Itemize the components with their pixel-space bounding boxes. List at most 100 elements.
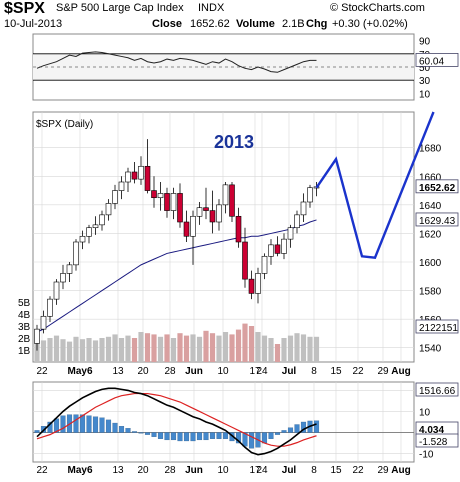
- price-x-tick-label: 13: [112, 366, 124, 377]
- macd-histogram-bar: [209, 432, 216, 439]
- macd-histogram-bar: [118, 426, 125, 433]
- candle-body: [274, 244, 281, 254]
- macd-histogram-bar: [216, 432, 222, 439]
- candle-body: [203, 207, 209, 211]
- price-tick-label: 1540: [419, 344, 442, 355]
- candle-body: [66, 264, 73, 274]
- macd-label-1516: 1516.66: [419, 386, 456, 397]
- candle-body: [47, 298, 53, 317]
- candle-body: [216, 204, 222, 223]
- candle-body: [60, 273, 66, 283]
- macd-histogram-bar: [235, 432, 242, 444]
- candle-body: [268, 244, 274, 257]
- price-x-tick-label: 22: [352, 366, 364, 377]
- header-close-label: Close: [152, 18, 182, 30]
- candle-body: [294, 214, 300, 229]
- candle-body: [164, 193, 170, 211]
- price-x-tick-label: 28: [164, 366, 176, 377]
- volume-bar: [261, 335, 268, 362]
- macd-x-tick-label: Aug: [391, 465, 410, 476]
- volume-bar: [268, 338, 274, 362]
- header-exchange: INDX: [198, 2, 225, 14]
- candle-body: [151, 190, 157, 199]
- volume-bar: [99, 338, 105, 362]
- volume-current-label-box: [415, 319, 459, 334]
- candle-body: [170, 193, 177, 211]
- volume-tick-label: 3B: [18, 322, 31, 333]
- header-date: 10-Jul-2013: [4, 18, 63, 30]
- price-x-tick-label: 8: [311, 366, 317, 377]
- macd-x-tick-label: May6: [67, 465, 92, 476]
- header-name: S&P 500 Large Cap Index: [56, 2, 184, 14]
- macd-histogram-bar: [268, 432, 274, 439]
- candle-body: [229, 184, 235, 217]
- macd-histogram-bar: [79, 414, 86, 433]
- rsi-current-label: 60.04: [419, 56, 444, 67]
- candle-body: [105, 203, 112, 216]
- price-x-tick-label: Jun: [185, 366, 203, 377]
- volume-bar: [131, 338, 138, 362]
- rsi-tick-label: 50: [419, 63, 431, 74]
- volume-bar: [118, 338, 125, 362]
- volume-bar: [144, 333, 151, 362]
- candle-body: [242, 241, 248, 280]
- macd-histogram-bar: [92, 416, 99, 433]
- macd-tick-label: 10: [419, 407, 431, 418]
- candle-body: [196, 207, 203, 217]
- macd-histogram-bar: [190, 432, 196, 442]
- candle-body: [99, 214, 105, 226]
- macd-x-tick-label: 22: [352, 465, 364, 476]
- volume-bar: [190, 334, 196, 362]
- volume-bar: [105, 336, 112, 362]
- macd-histogram-bar: [313, 420, 320, 433]
- sma-current-label-box: [415, 212, 459, 227]
- volume-bar: [164, 334, 170, 362]
- rsi-tick-label: 10: [419, 89, 431, 100]
- price-x-tick-label: 20: [137, 366, 149, 377]
- macd-histogram-bar: [281, 430, 287, 433]
- price-x-tick-label: 17: [249, 366, 261, 377]
- header-volume-value: 2.1B: [282, 18, 305, 30]
- macd-label-macd: 4.034: [419, 425, 444, 436]
- macd-histogram-bar: [157, 432, 164, 439]
- volume-bar: [248, 326, 255, 362]
- macd-histogram-bar: [99, 417, 105, 433]
- macd-histogram-bar: [274, 432, 281, 435]
- header-close-value: 1652.62: [190, 18, 230, 30]
- macd-histogram-bar: [287, 427, 294, 433]
- candle-body: [281, 238, 287, 254]
- candle-body: [255, 273, 261, 294]
- macd-x-tick-label: 22: [36, 465, 48, 476]
- price-tick-label: 1620: [419, 229, 442, 240]
- macd-histogram-bar: [261, 432, 268, 444]
- price-x-tick-label: 10: [217, 366, 229, 377]
- macd-histogram-bar: [60, 415, 66, 433]
- price-tick-label: 1640: [419, 201, 442, 212]
- volume-bar: [60, 339, 66, 362]
- volume-bar: [183, 335, 190, 362]
- rsi-line: [36, 51, 317, 73]
- header-chg-label: Chg: [306, 18, 328, 30]
- candle-body: [157, 193, 164, 199]
- macd-histogram-bar: [73, 414, 79, 433]
- volume-bar: [177, 333, 183, 362]
- rsi-tick-label: 30: [419, 76, 431, 87]
- macd-histogram-bar: [222, 432, 229, 439]
- header-chg-value: +0.30 (+0.02%): [332, 18, 408, 30]
- sma-line: [36, 219, 317, 333]
- candle-body: [209, 210, 216, 223]
- macd-histogram-bar: [164, 432, 170, 441]
- volume-tick-label: 5B: [18, 298, 31, 309]
- candle-body: [92, 224, 99, 229]
- price-tick-label: 1660: [419, 172, 442, 183]
- rsi-band: [33, 53, 414, 81]
- volume-tick-label: 1B: [18, 346, 31, 357]
- price-x-tick-label: Jul: [282, 366, 297, 377]
- macd-x-tick-label: 8: [311, 465, 317, 476]
- candle-body: [248, 278, 255, 294]
- price-panel-label: $SPX (Daily): [36, 119, 93, 130]
- candle-body: [300, 201, 307, 216]
- price-tick-label: 1680: [419, 144, 442, 155]
